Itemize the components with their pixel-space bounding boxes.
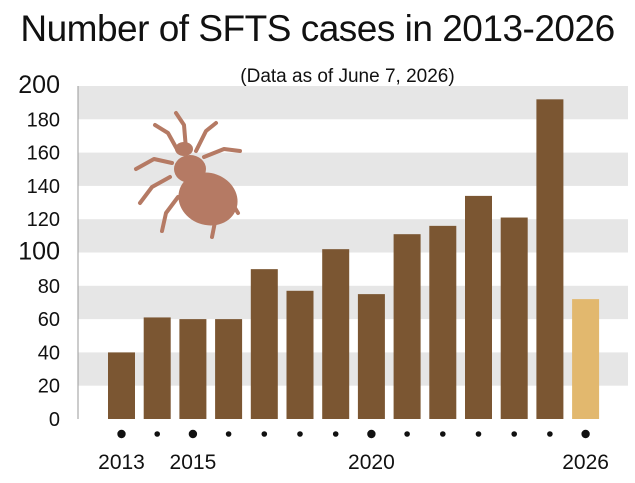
y-tick-label: 140	[27, 176, 60, 198]
x-tick-dot	[547, 431, 553, 437]
x-tick-label: 2020	[348, 451, 395, 474]
x-tick-dot	[475, 431, 482, 437]
x-tick-label: 2013	[98, 451, 145, 474]
x-tick-dot	[332, 431, 339, 437]
grid-band	[78, 86, 628, 120]
y-tick-label: 0	[49, 409, 60, 431]
x-tick-dot	[367, 429, 376, 439]
bar-2014	[143, 317, 171, 419]
x-tick-dot	[225, 431, 232, 437]
bar-2017	[250, 269, 278, 419]
grid-band	[78, 285, 628, 320]
bar-2019	[322, 249, 350, 419]
x-tick-dot	[261, 431, 268, 437]
bar-2020	[357, 294, 385, 419]
y-tick-label: 20	[38, 376, 60, 398]
x-tick-label: 2015	[170, 451, 217, 474]
y-tick-label: 120	[27, 209, 60, 231]
y-tick-label: 180	[27, 109, 60, 131]
x-tick-dot	[511, 431, 517, 437]
x-tick-dot	[404, 431, 410, 437]
bars	[108, 99, 600, 419]
grid-band	[78, 152, 628, 186]
x-tick-dot	[581, 429, 590, 439]
x-tick-dot	[154, 431, 160, 437]
chart-subtitle: (Data as of June 7, 2026)	[240, 66, 455, 87]
bar-2026	[572, 299, 600, 419]
y-tick-label: 60	[38, 309, 60, 331]
bar-2023	[465, 195, 492, 419]
chart-title: Number of SFTS cases in 2013-2026	[20, 8, 615, 49]
x-tick-dot	[188, 429, 198, 439]
y-tick-label: 200	[18, 71, 60, 99]
x-tick-dot	[297, 431, 303, 437]
y-tick-label: 160	[27, 143, 60, 165]
bar-2024	[500, 217, 528, 419]
y-tick-label: 100	[18, 238, 60, 266]
x-tick-dot	[440, 431, 446, 437]
y-tick-label: 80	[38, 276, 60, 298]
bar-2018	[286, 290, 314, 419]
x-tick-labels: 2013 2015 2020 2026	[98, 451, 609, 474]
bar-2021	[393, 234, 421, 419]
x-tick-dot	[117, 429, 126, 439]
bar-2016	[215, 319, 243, 419]
y-tick-labels: 0 20 40 60 80 100 120 140 160 180 200	[18, 71, 60, 431]
y-tick-label: 40	[38, 342, 60, 364]
grid-band	[78, 219, 628, 253]
bar-2022	[429, 225, 457, 419]
x-tick-dots	[117, 429, 590, 439]
x-tick-label: 2026	[562, 451, 609, 474]
bar-2025	[536, 99, 564, 419]
bar-2015	[179, 319, 207, 419]
bar-2013	[108, 352, 135, 419]
tick-icon	[134, 111, 242, 239]
